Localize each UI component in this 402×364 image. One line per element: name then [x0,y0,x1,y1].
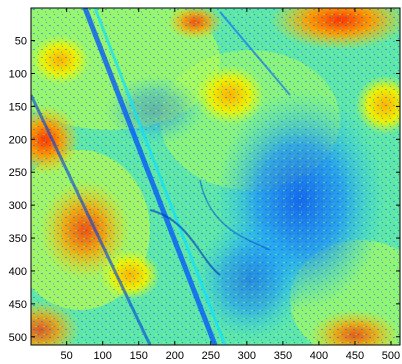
x-tick-label: 500 [382,350,400,362]
x-axis: 50 100 150 200 250 300 350 400 450 500 [61,8,400,362]
x-tick-label: 350 [274,350,292,362]
y-tick-label: 500 [9,332,27,344]
x-tick-label: 150 [130,350,148,362]
x-tick-label: 300 [238,350,256,362]
x-tick-label: 50 [61,350,73,362]
y-axis: 50 100 150 200 250 300 350 400 450 500 [9,36,400,344]
y-tick-label: 100 [9,68,27,80]
y-tick-label: 150 [9,101,27,113]
y-tick-label: 400 [9,266,27,278]
plot-frame [30,7,401,346]
y-tick-label: 250 [9,167,27,179]
x-tick-label: 200 [166,350,184,362]
y-tick-label: 350 [9,233,27,245]
x-tick-label: 250 [202,350,220,362]
y-tick-label: 450 [9,299,27,311]
x-tick-label: 100 [94,350,112,362]
y-tick-label: 300 [9,200,27,212]
x-tick-label: 450 [346,350,364,362]
x-tick-label: 400 [310,350,328,362]
y-tick-label: 50 [15,36,27,48]
y-tick-label: 200 [9,134,27,146]
